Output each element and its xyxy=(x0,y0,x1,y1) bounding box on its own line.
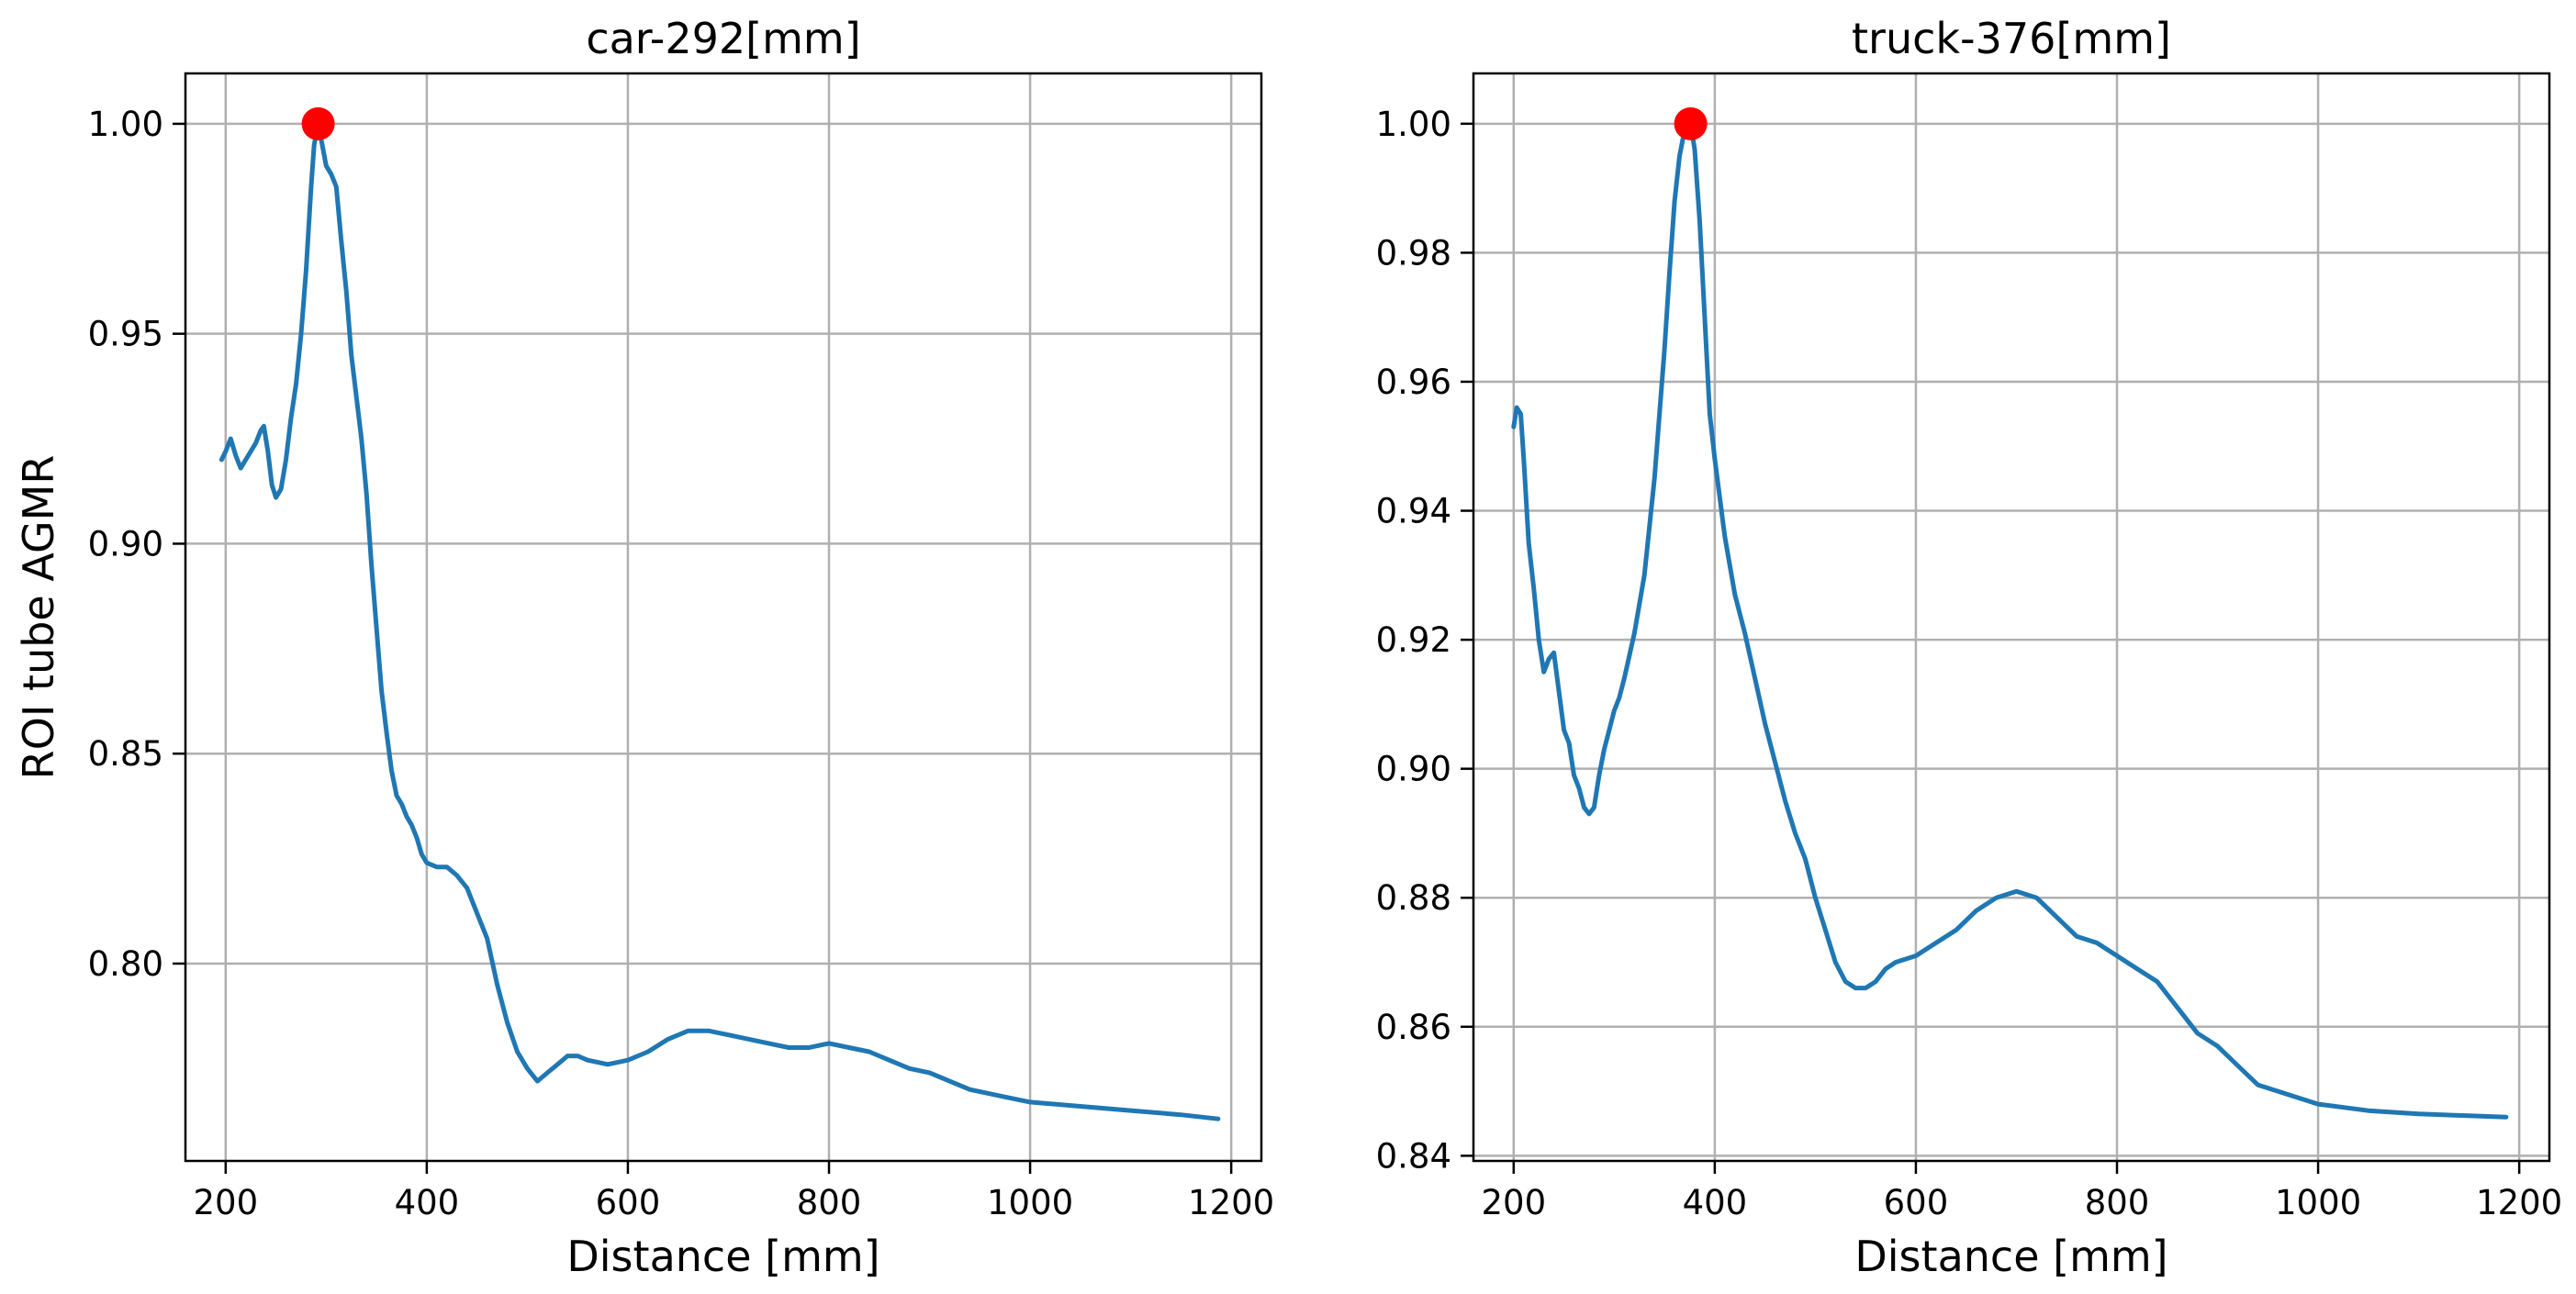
x-axis-label-car: Distance [mm] xyxy=(566,1232,879,1281)
x-tick-label: 1200 xyxy=(1188,1183,1274,1222)
x-tick-label: 200 xyxy=(194,1183,259,1222)
y-tick-label: 1.00 xyxy=(88,105,163,144)
x-tick-label: 1000 xyxy=(987,1183,1073,1222)
grid-truck xyxy=(1473,73,2549,1161)
chart-car: 200 400 600 800 1000 1200 0.80 0.85 0.90 0.95 1.00… xyxy=(14,14,1274,1281)
y-tick-label: 0.98 xyxy=(1376,233,1451,273)
grid-car xyxy=(185,73,1261,1161)
series-line-car xyxy=(218,121,1221,1121)
peak-marker-car xyxy=(301,106,335,140)
x-tick-label: 400 xyxy=(395,1183,460,1222)
y-tick-label: 0.92 xyxy=(1376,620,1451,660)
x-tick-label: 800 xyxy=(797,1183,862,1222)
y-tick-label: 0.94 xyxy=(1376,492,1451,531)
y-tick-label: 0.86 xyxy=(1376,1008,1451,1047)
x-tick-label: 800 xyxy=(2085,1183,2150,1222)
x-tick-label: 1200 xyxy=(2476,1183,2562,1222)
chart-truck: 200 400 600 800 1000 1200 0.84 0.86 0.88 0.90 0.92… xyxy=(1376,14,2563,1281)
plot-frame-truck xyxy=(1472,72,2551,1163)
chart-title-car: car-292[mm] xyxy=(586,14,860,63)
y-tick-label: 0.95 xyxy=(88,315,163,354)
x-tick-label: 600 xyxy=(1884,1183,1949,1222)
x-axis-label-truck: Distance [mm] xyxy=(1854,1232,2167,1281)
y-tick-label: 0.84 xyxy=(1376,1136,1451,1176)
y-tick-label: 0.88 xyxy=(1376,878,1451,918)
x-tick-label: 600 xyxy=(596,1183,661,1222)
y-tick-label: 0.85 xyxy=(88,734,163,774)
peak-marker-truck xyxy=(1674,106,1708,140)
y-tick-label: 1.00 xyxy=(1376,105,1451,144)
y-tick-label: 0.90 xyxy=(1376,750,1451,789)
y-tick-label: 0.80 xyxy=(88,944,163,984)
x-tick-label: 400 xyxy=(1683,1183,1748,1222)
x-tick-label: 1000 xyxy=(2275,1183,2361,1222)
series-line-truck xyxy=(1511,121,2509,1120)
y-tick-label: 0.96 xyxy=(1376,363,1451,402)
y-axis-label-car: ROI tube AGMR xyxy=(14,455,63,780)
x-tick-label: 200 xyxy=(1482,1183,1547,1222)
plot-frame-car xyxy=(184,72,1263,1163)
chart-title-truck: truck-376[mm] xyxy=(1852,14,2171,63)
y-tick-label: 0.90 xyxy=(88,524,163,563)
ticks-truck: 200 400 600 800 1000 1200 0.84 0.86 0.88 0.90 0.92… xyxy=(1376,105,2563,1222)
ticks-car: 200 400 600 800 1000 1200 0.80 0.85 0.90 0.95 1.00 xyxy=(88,105,1275,1222)
